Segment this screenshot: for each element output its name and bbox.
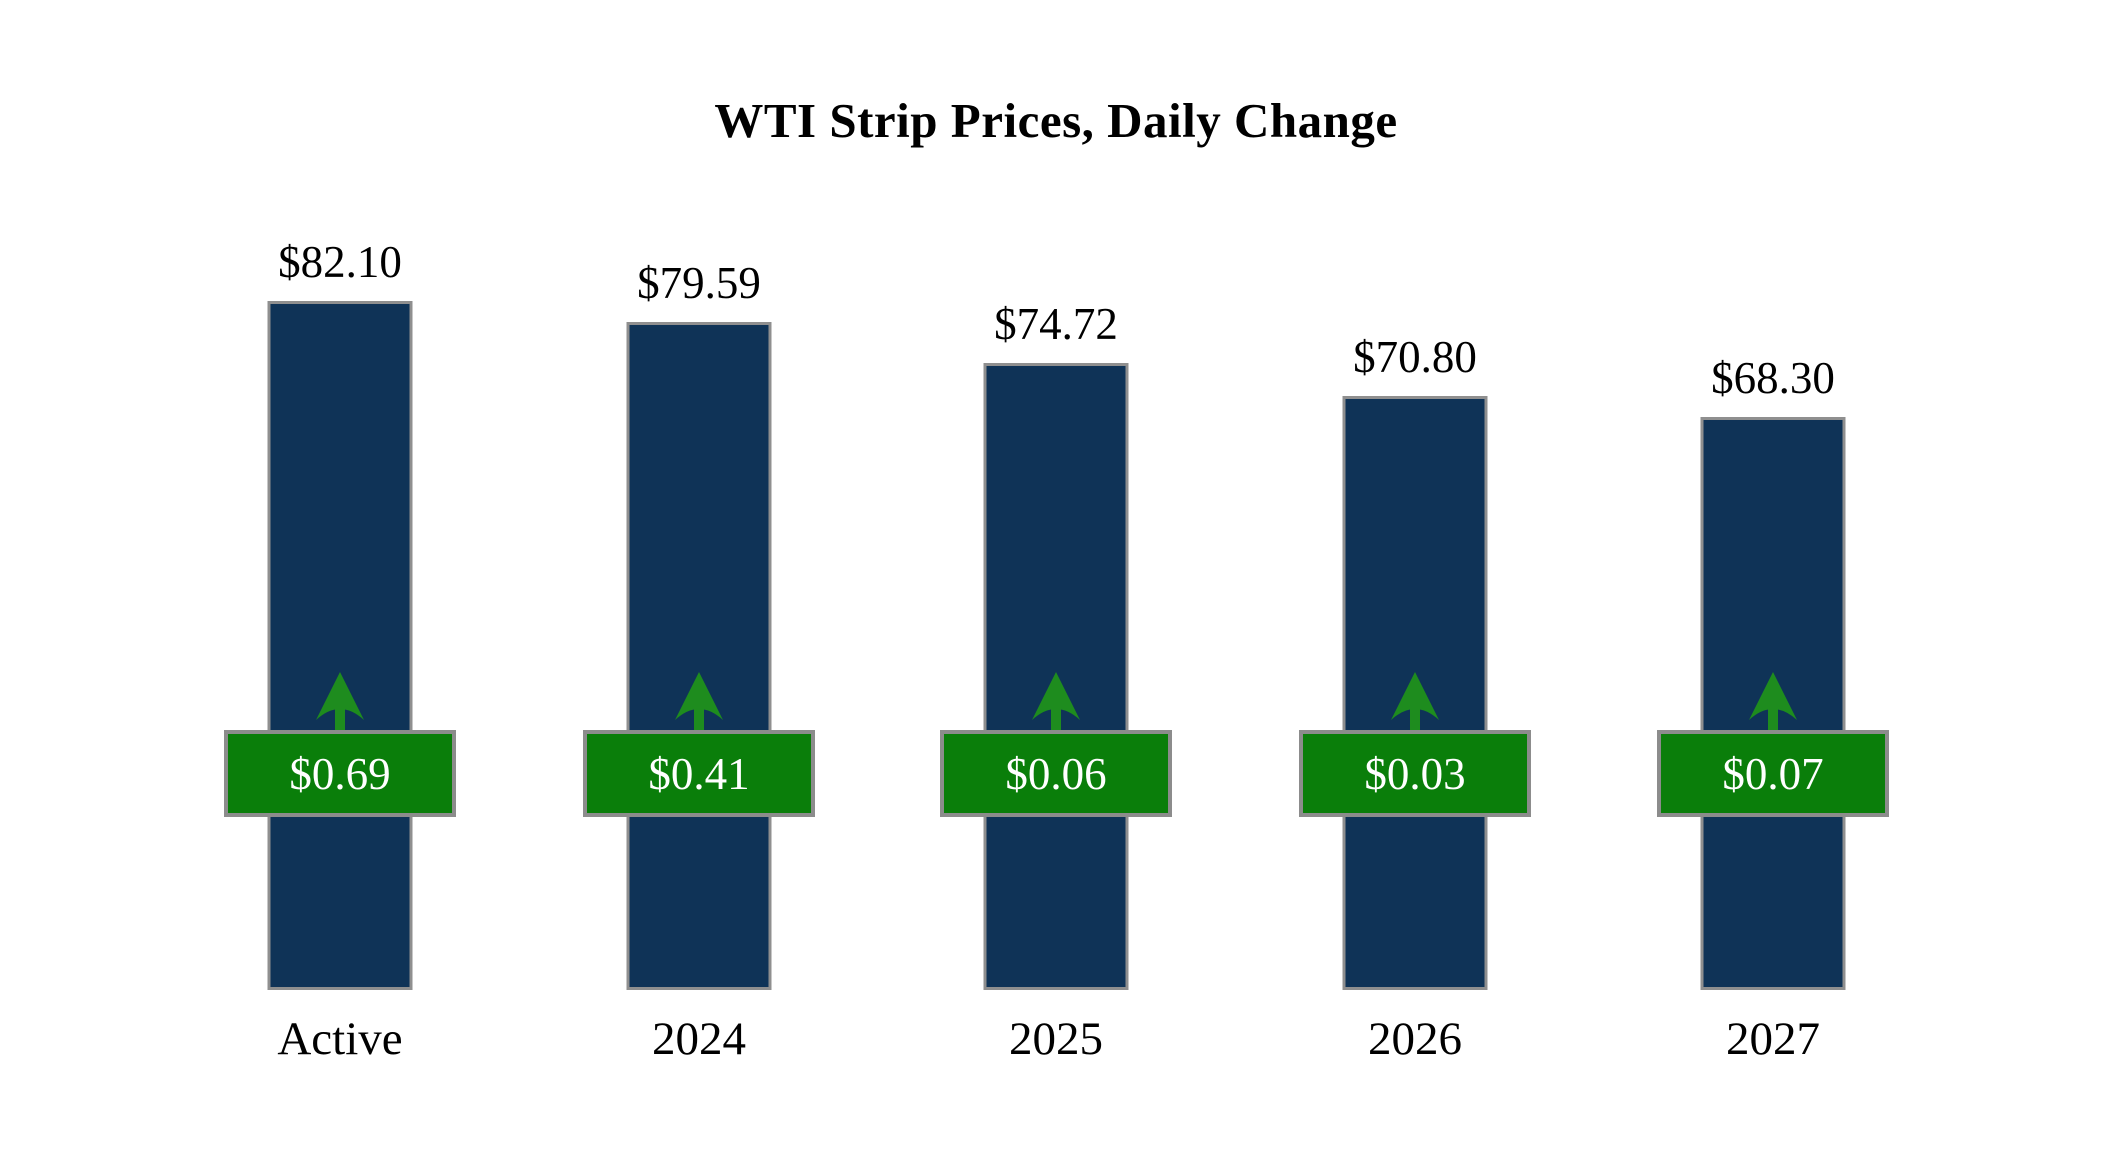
bar [267, 301, 413, 990]
price-label: $82.10 [278, 237, 402, 287]
change-badge: $0.06 [940, 730, 1172, 817]
up-arrow-icon [1032, 672, 1080, 730]
change-badge: $0.03 [1299, 730, 1531, 817]
price-label: $74.72 [994, 299, 1118, 349]
bar-group-2024: $79.59 $0.41 2024 [583, 0, 815, 1065]
up-arrow-icon [675, 672, 723, 730]
change-value: $0.69 [289, 748, 391, 799]
change-badge: $0.07 [1657, 730, 1889, 817]
change-value: $0.41 [648, 748, 750, 799]
change-value: $0.07 [1722, 748, 1824, 799]
category-label: 2027 [1726, 1013, 1820, 1065]
bar-group-2027: $68.30 $0.07 2027 [1657, 0, 1889, 1065]
category-label: 2025 [1009, 1013, 1103, 1065]
bar-group-2025: $74.72 $0.06 2025 [940, 0, 1172, 1065]
bar [626, 322, 772, 990]
price-label: $70.80 [1353, 332, 1477, 382]
bar-group-2026: $70.80 $0.03 2026 [1299, 0, 1531, 1065]
up-arrow-icon [1391, 672, 1439, 730]
up-arrow-icon [1749, 672, 1797, 730]
category-label: 2024 [652, 1013, 746, 1065]
price-label: $68.30 [1711, 353, 1835, 403]
price-label: $79.59 [637, 258, 761, 308]
change-badge: $0.41 [583, 730, 815, 817]
change-value: $0.03 [1364, 748, 1466, 799]
category-label: 2026 [1368, 1013, 1462, 1065]
bar-group-active: $82.10 $0.69 Active [224, 0, 456, 1065]
category-label: Active [277, 1013, 403, 1065]
up-arrow-icon [316, 672, 364, 730]
change-badge: $0.69 [224, 730, 456, 817]
chart-title: WTI Strip Prices, Daily Change [714, 93, 1398, 148]
change-value: $0.06 [1005, 748, 1107, 799]
